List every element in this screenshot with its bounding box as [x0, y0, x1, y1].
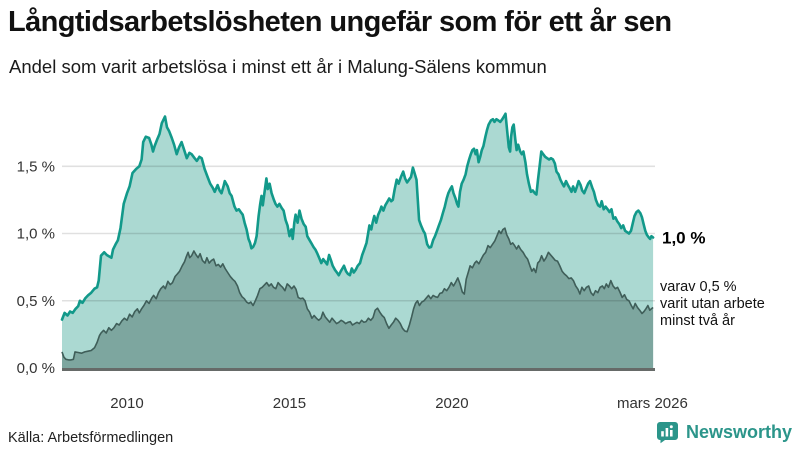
total-series-line: [60, 112, 655, 321]
subset-series-line: [61, 227, 654, 361]
source-attribution: Källa: Arbetsförmedlingen: [8, 430, 174, 446]
subset-end-annotation-line: minst två år: [660, 313, 735, 329]
subset-end-annotation-line: varit utan arbete: [660, 296, 765, 312]
y-axis-tick-label: 1,5 %: [17, 158, 55, 175]
y-axis-tick-label: 1,0 %: [17, 226, 55, 243]
x-axis-tick-label: 2020: [435, 395, 468, 412]
subset-end-annotation-line: varav 0,5 %: [660, 279, 737, 295]
y-axis-tick-label: 0,5 %: [17, 293, 55, 310]
total-end-value-label: 1,0 %: [662, 229, 705, 248]
newsworthy-wordmark: Newsworthy: [685, 422, 792, 442]
page-title: Långtidsarbetslösheten ungefär som för e…: [8, 6, 672, 38]
x-axis-tick-label: 2015: [273, 395, 306, 412]
chart-subtitle: Andel som varit arbetslösa i minst ett å…: [9, 56, 547, 77]
y-axis-tick-label: 0,0 %: [17, 360, 55, 377]
newsworthy-logo: Newsworthy: [656, 421, 792, 444]
x-axis-tick-label: 2010: [110, 395, 143, 412]
x-axis-tick-label: mars 2026: [617, 395, 688, 412]
newsworthy-bubble-bar-chart-icon: [656, 422, 678, 444]
